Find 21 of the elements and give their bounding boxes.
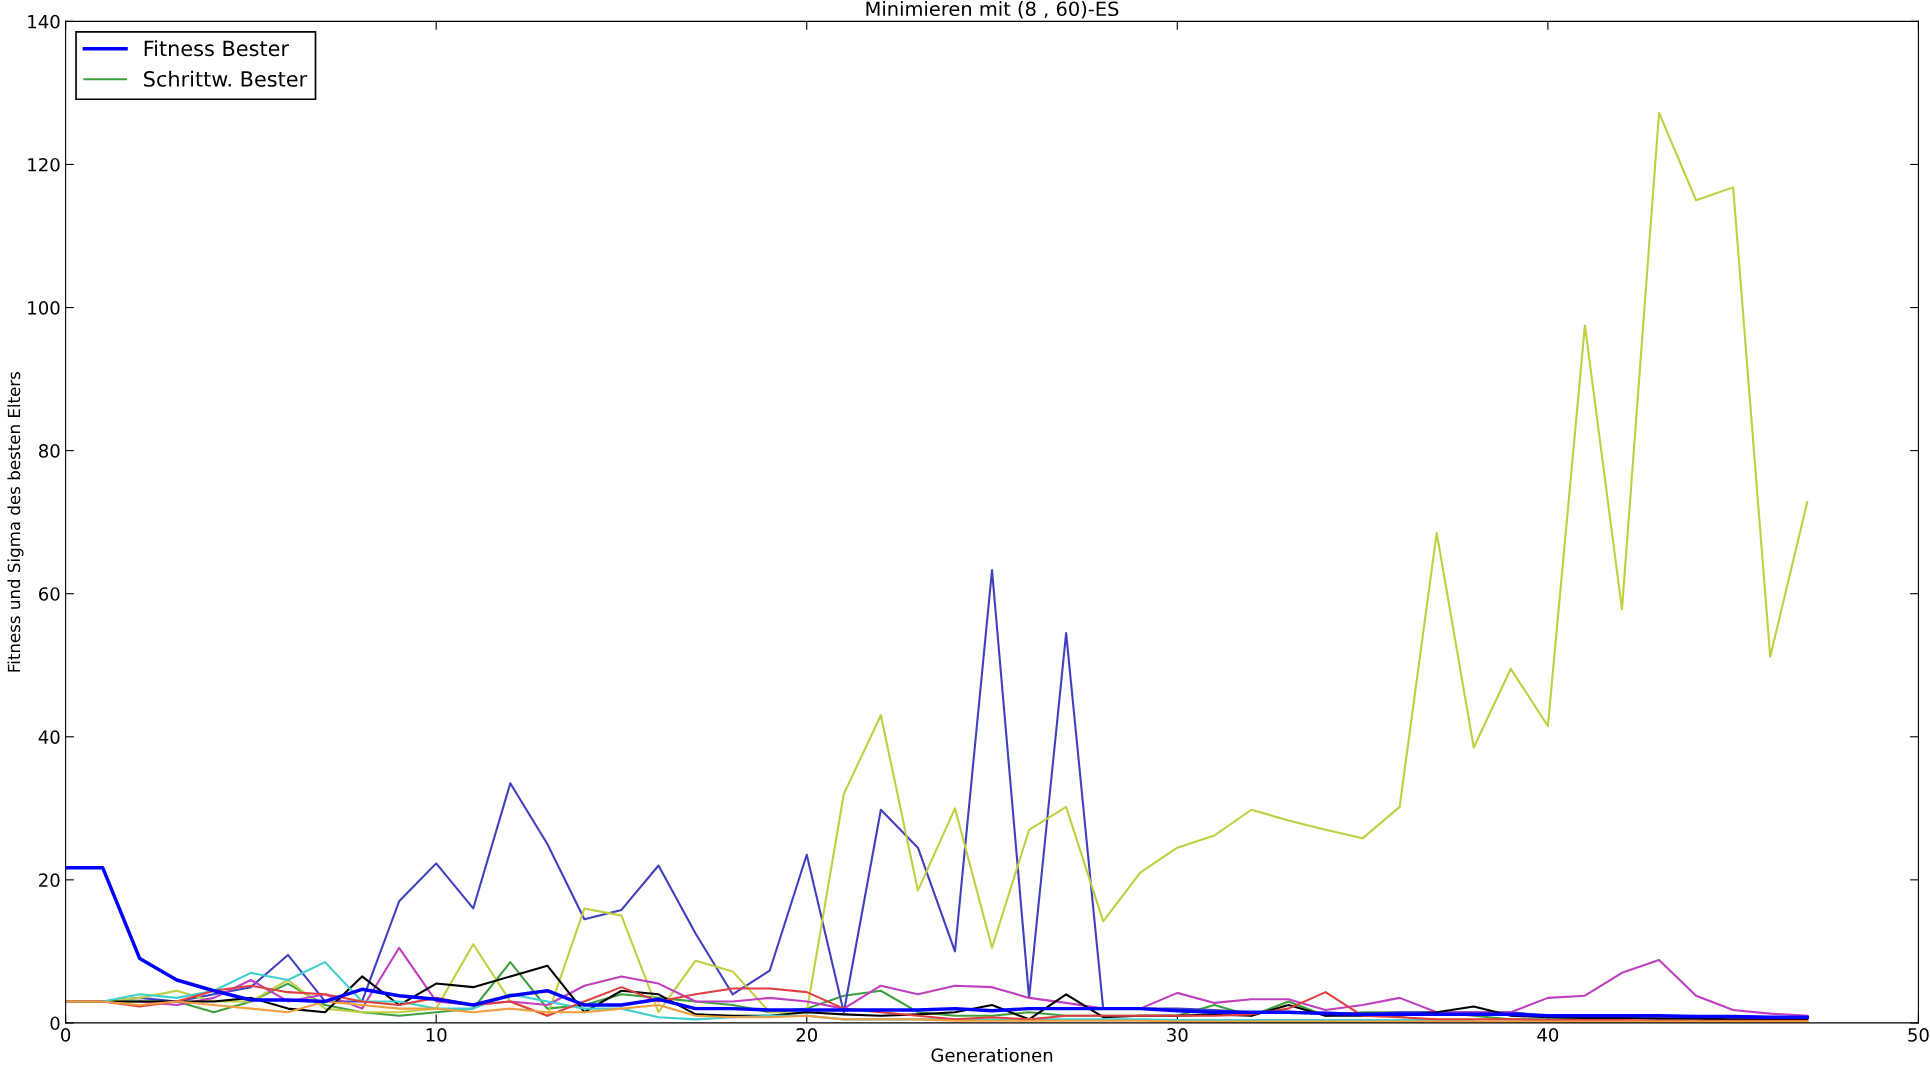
line-series <box>65 1000 1809 1023</box>
y-tick-label: 0 <box>50 1016 60 1031</box>
y-tick-label: 60 <box>39 587 60 601</box>
y-tick-label: 40 <box>38 730 60 744</box>
x-axis-title: Generationen <box>931 1048 1053 1063</box>
chart-title: Minimieren mit (8 , 60)-ES <box>866 1 1119 19</box>
legend-label: Fitness Bester <box>144 40 289 57</box>
x-tick-label: 50 <box>1908 1028 1929 1042</box>
y-tick-label: 120 <box>28 157 60 172</box>
x-tick-label: 20 <box>796 1028 818 1042</box>
y-tick-label: 20 <box>39 873 60 887</box>
legend-label: Schrittw. Bester <box>144 70 308 87</box>
x-tick-label: 0 <box>61 1028 71 1042</box>
y-axis-title: Fitness und Sigma des besten Elters <box>7 371 24 672</box>
y-tick-label: 100 <box>28 301 60 315</box>
y-tick-label: 80 <box>39 444 60 458</box>
x-tick-label: 40 <box>1537 1028 1559 1042</box>
x-tick-label: 10 <box>426 1028 447 1042</box>
x-tick-label: 30 <box>1167 1028 1188 1042</box>
line-series <box>65 865 1809 1019</box>
y-tick-label: 140 <box>28 14 60 29</box>
